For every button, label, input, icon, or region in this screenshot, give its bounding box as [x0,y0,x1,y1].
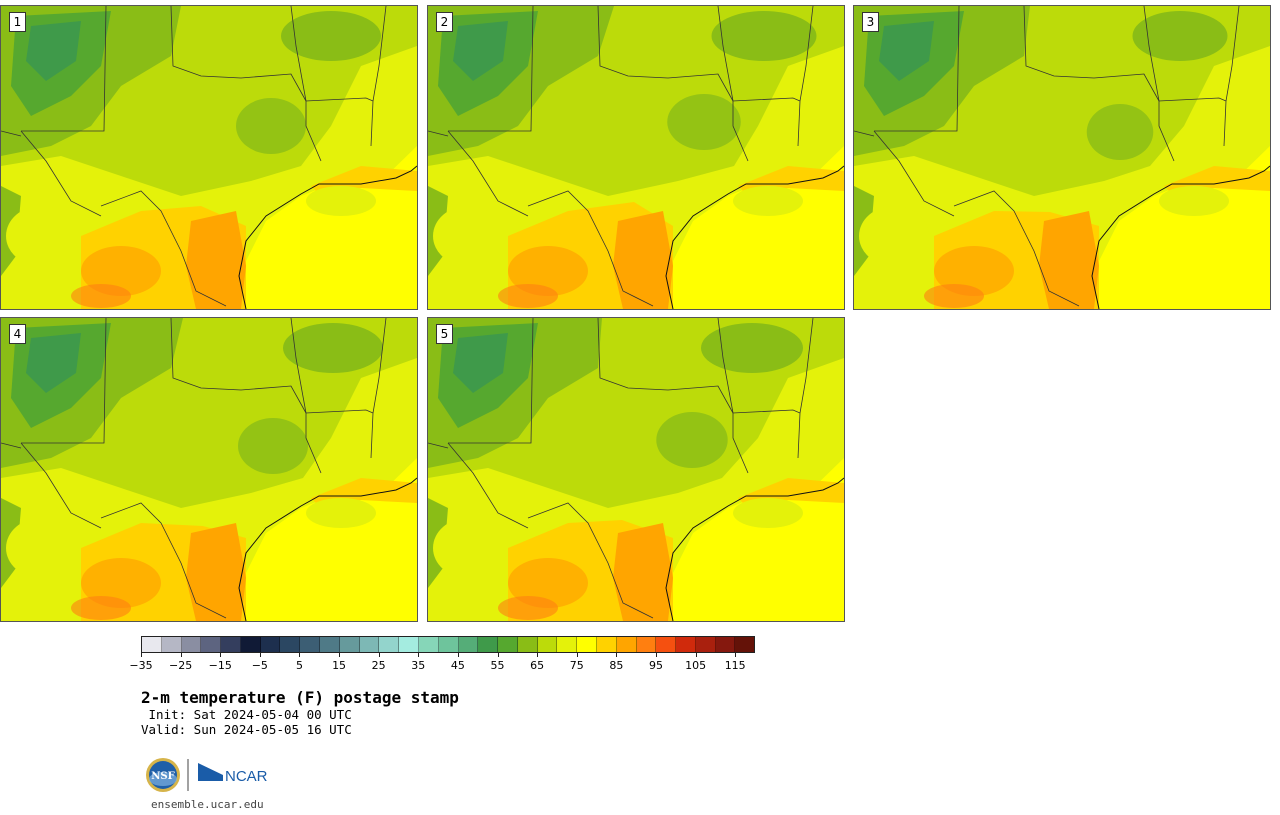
colorbar-tick [695,653,697,657]
colorbar-cell [240,637,261,652]
map-panel-4: 4 [0,317,418,622]
temperature-map [1,6,417,309]
colorbar-cell [715,637,736,652]
ncar-logo: NCAR [198,763,268,785]
colorbar-cell [181,637,202,652]
colorbar-cell [656,637,677,652]
colorbar-cell [478,637,499,652]
colorbar-tick-label: 85 [609,659,624,672]
colorbar-tick-label: 105 [685,659,707,672]
colorbar-cell [379,637,400,652]
nsf-logo: NSF [146,758,180,792]
member-label: 5 [436,324,453,344]
colorbar-tick [497,653,499,657]
colorbar-cell [339,637,360,652]
colorbar-tick [655,653,657,657]
colorbar-tick [378,653,380,657]
colorbar-tick [220,653,222,657]
init-time: Init: Sat 2024-05-04 00 UTC [141,707,352,722]
colorbar-cell [636,637,657,652]
colorbar-tick-label: −35 [129,659,153,672]
logos: NSF NCAR [145,757,275,793]
colorbar-tick-label: −25 [169,659,193,672]
colorbar-tick-label: 75 [569,659,584,672]
colorbar-cell [320,637,340,652]
colorbar-tick [339,653,341,657]
colorbar-cell [676,637,696,652]
colorbar-cell [577,637,597,652]
temperature-map [854,6,1270,309]
colorbar-cell [596,637,617,652]
colorbar-ticks: −35 −25 −15 −5 5 15 25 35 45 55 65 75 85 95 105 115 [129,653,755,673]
colorbar-cell [498,637,518,652]
colorbar-cell [616,637,637,652]
temperature-map [428,318,844,621]
colorbar-tick-label: 5 [295,659,303,672]
temperature-map [428,6,844,309]
colorbar-tick-label: 15 [332,659,347,672]
member-label: 4 [9,324,26,344]
colorbar-cell [537,637,558,652]
colorbar-cell [201,637,222,652]
member-label: 2 [436,12,453,32]
colorbar-tick [259,653,261,657]
colorbar-cell [280,637,301,652]
temperature-map [1,318,417,621]
colorbar-tick-label: 115 [724,659,746,672]
colorbar-cell [221,637,241,652]
colorbar-tick-label: 55 [490,659,505,672]
colorbar-tick-label: 35 [411,659,426,672]
colorbar-cell [142,637,162,652]
member-label: 1 [9,12,26,32]
colorbar-tick [735,653,737,657]
colorbar-tick [299,653,301,657]
colorbar-cell [359,637,380,652]
colorbar-tick-label: 25 [371,659,386,672]
map-panel-2: 2 [427,5,845,310]
colorbar-cell [260,637,281,652]
colorbar-cell [735,637,755,652]
colorbar-cell [399,637,419,652]
map-panel-1: 1 [0,5,418,310]
colorbar-tick [418,653,420,657]
colorbar-tick-label: 45 [450,659,465,672]
valid-time: Valid: Sun 2024-05-05 16 UTC [141,722,352,737]
colorbar-tick [576,653,578,657]
colorbar-tick [537,653,539,657]
colorbar-cell [557,637,578,652]
colorbar-tick [616,653,618,657]
nsf-logo-text: NSF [151,771,174,782]
colorbar-cell [695,637,716,652]
colorbar-tick-label: −15 [208,659,232,672]
colorbar-tick-label: 95 [648,659,663,672]
map-panel-5: 5 [427,317,845,622]
ncar-logo-text: NCAR [225,768,268,785]
colorbar-tick-label: 65 [530,659,545,672]
colorbar-tick [457,653,459,657]
colorbar [141,636,755,653]
colorbar-tick-label: −5 [251,659,268,672]
colorbar-cell [438,637,459,652]
member-label: 3 [862,12,879,32]
colorbar-tick [180,653,182,657]
map-panel-3: 3 [853,5,1271,310]
colorbar-tick [141,653,142,657]
colorbar-cell [418,637,439,652]
colorbar-cell [458,637,479,652]
colorbar-cell [300,637,321,652]
chart-title: 2-m temperature (F) postage stamp [141,688,459,707]
colorbar-cell [161,637,182,652]
colorbar-cell [517,637,538,652]
website-url: ensemble.ucar.edu [151,798,264,811]
